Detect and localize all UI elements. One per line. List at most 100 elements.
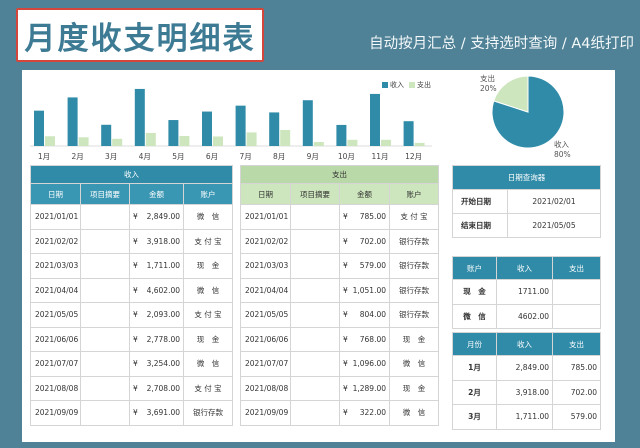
account-cell[interactable]: 银行存款 xyxy=(388,302,440,328)
bar-expense xyxy=(213,136,223,146)
date-cell[interactable]: 2021/07/07 xyxy=(240,351,291,377)
amount-cell[interactable]: 3,254.00 xyxy=(139,351,184,377)
currency-symbol: ¥ xyxy=(339,326,350,352)
date-cell[interactable]: 2021/06/06 xyxy=(240,326,291,352)
expense-col-date: 日期 xyxy=(240,183,291,205)
summary-cell[interactable] xyxy=(290,277,340,303)
account-cell[interactable]: 微 信 xyxy=(388,351,440,377)
amount-cell[interactable]: 702.00 xyxy=(349,228,390,254)
date-cell[interactable]: 2021/07/07 xyxy=(30,351,81,377)
bar-expense xyxy=(246,132,257,146)
amount-cell[interactable]: 322.00 xyxy=(349,400,390,426)
date-cell[interactable]: 2021/02/02 xyxy=(240,228,291,254)
date-cell[interactable]: 2021/04/04 xyxy=(30,277,81,303)
summary-cell[interactable] xyxy=(290,253,340,279)
summary-cell[interactable] xyxy=(80,351,130,377)
income-col-amount: 金额 xyxy=(129,183,184,205)
summary-cell[interactable] xyxy=(80,326,130,352)
start-date-label: 开始日期 xyxy=(452,189,508,214)
summary-cell[interactable] xyxy=(290,204,340,230)
summary-cell[interactable] xyxy=(290,351,340,377)
date-cell[interactable]: 2021/04/04 xyxy=(240,277,291,303)
spreadsheet-sheet: 1月 2月 3月 4月 5月 6月 7月 8月 9月 10月 11月 12月 收入 支出 支出 20%… xyxy=(22,70,615,442)
table-row: 2021/04/04 ¥4,602.00 微 信 xyxy=(30,277,234,303)
account-col-expense: 支出 xyxy=(552,256,601,280)
account-cell[interactable]: 银行存款 xyxy=(388,277,440,303)
account-cell[interactable]: 微 信 xyxy=(388,400,440,426)
income-col-summary: 项目摘要 xyxy=(80,183,130,205)
summary-cell[interactable] xyxy=(80,228,130,254)
expense-table-title: 支出 xyxy=(239,165,440,184)
summary-cell[interactable] xyxy=(290,400,340,426)
amount-cell[interactable]: 1,096.00 xyxy=(349,351,390,377)
summary-cell[interactable] xyxy=(80,253,130,279)
amount-cell[interactable]: 2,778.00 xyxy=(139,326,184,352)
amount-cell[interactable]: 1,711.00 xyxy=(139,253,184,279)
summary-cell[interactable] xyxy=(290,326,340,352)
date-cell[interactable]: 2021/03/03 xyxy=(240,253,291,279)
date-cell[interactable]: 2021/05/05 xyxy=(30,302,81,328)
summary-cell[interactable] xyxy=(290,375,340,401)
month-income-cell: 2,849.00 xyxy=(496,355,553,381)
date-cell[interactable]: 2021/06/06 xyxy=(30,326,81,352)
end-date-input[interactable]: 2021/05/05 xyxy=(507,213,601,238)
pie-label-income-value: 80% xyxy=(554,150,571,159)
account-cell[interactable]: 支 付 宝 xyxy=(182,302,234,328)
start-date-input[interactable]: 2021/02/01 xyxy=(507,189,601,214)
date-cell[interactable]: 2021/02/02 xyxy=(30,228,81,254)
account-cell[interactable]: 现 金 xyxy=(388,375,440,401)
date-cell[interactable]: 2021/09/09 xyxy=(30,400,81,426)
bar-income xyxy=(134,88,145,146)
summary-cell[interactable] xyxy=(80,400,130,426)
amount-cell[interactable]: 3,691.00 xyxy=(139,400,184,426)
currency-symbol: ¥ xyxy=(129,228,140,254)
amount-cell[interactable]: 2,849.00 xyxy=(139,204,184,230)
amount-cell[interactable]: 4,602.00 xyxy=(139,277,184,303)
date-cell[interactable]: 2021/09/09 xyxy=(240,400,291,426)
currency-symbol: ¥ xyxy=(339,228,350,254)
bar-expense xyxy=(112,138,123,146)
date-cell[interactable]: 2021/08/08 xyxy=(240,375,291,401)
date-cell[interactable]: 2021/03/03 xyxy=(30,253,81,279)
title-box: 月度收支明细表 xyxy=(16,8,264,62)
account-cell[interactable]: 现 金 xyxy=(388,326,440,352)
summary-cell[interactable] xyxy=(80,277,130,303)
account-cell[interactable]: 微 信 xyxy=(182,277,234,303)
amount-cell[interactable]: 1,289.00 xyxy=(349,375,390,401)
account-cell[interactable]: 银行存款 xyxy=(182,400,234,426)
account-cell[interactable]: 支 付 宝 xyxy=(182,228,234,254)
amount-cell[interactable]: 579.00 xyxy=(349,253,390,279)
summary-cell[interactable] xyxy=(80,204,130,230)
bar-chart-legend: 收入 支出 xyxy=(382,80,431,90)
month-summary-table: 月份 收入 支出 1月 2,849.00 785.00 2月 3,918.00 702.0… xyxy=(452,332,601,430)
amount-cell[interactable]: 768.00 xyxy=(349,326,390,352)
pie-label-expense-value: 20% xyxy=(480,84,497,93)
amount-cell[interactable]: 2,093.00 xyxy=(139,302,184,328)
amount-cell[interactable]: 3,918.00 xyxy=(139,228,184,254)
account-cell[interactable]: 微 信 xyxy=(182,204,234,230)
summary-cell[interactable] xyxy=(80,302,130,328)
account-cell[interactable]: 银行存款 xyxy=(388,253,440,279)
account-cell[interactable]: 银行存款 xyxy=(388,228,440,254)
date-cell[interactable]: 2021/01/01 xyxy=(240,204,291,230)
date-cell[interactable]: 2021/05/05 xyxy=(240,302,291,328)
income-col-account: 账户 xyxy=(182,183,234,205)
summary-cell[interactable] xyxy=(290,228,340,254)
account-cell[interactable]: 现 金 xyxy=(182,253,234,279)
month-expense-cell: 702.00 xyxy=(552,379,601,405)
table-row: 2021/07/07 ¥1,096.00 微 信 xyxy=(240,351,440,377)
amount-cell[interactable]: 2,708.00 xyxy=(139,375,184,401)
summary-cell[interactable] xyxy=(80,375,130,401)
x-tick-label: 2月 xyxy=(71,152,83,161)
account-cell[interactable]: 支 付 宝 xyxy=(182,375,234,401)
currency-symbol: ¥ xyxy=(129,204,140,230)
date-cell[interactable]: 2021/08/08 xyxy=(30,375,81,401)
summary-cell[interactable] xyxy=(290,302,340,328)
account-cell[interactable]: 微 信 xyxy=(182,351,234,377)
date-cell[interactable]: 2021/01/01 xyxy=(30,204,81,230)
account-cell[interactable]: 支 付 宝 xyxy=(388,204,440,230)
amount-cell[interactable]: 1,051.00 xyxy=(349,277,390,303)
account-cell[interactable]: 现 金 xyxy=(182,326,234,352)
amount-cell[interactable]: 785.00 xyxy=(349,204,390,230)
amount-cell[interactable]: 804.00 xyxy=(349,302,390,328)
